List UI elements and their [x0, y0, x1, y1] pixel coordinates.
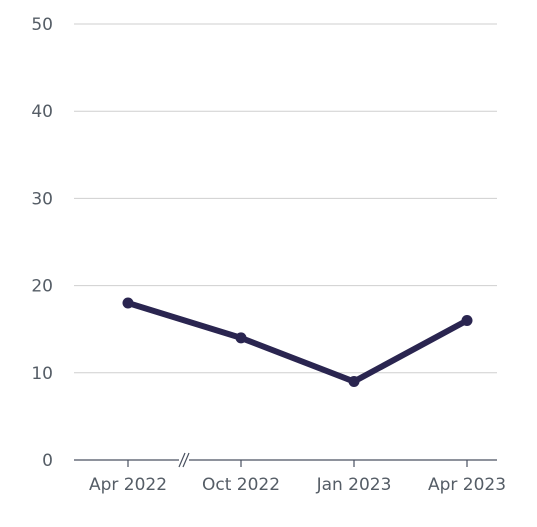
axis-break-stroke: [178, 452, 186, 468]
axis-break-stroke: [182, 452, 190, 468]
data-point: [122, 297, 134, 309]
y-axis: 0 10 20 30 40 50: [31, 15, 53, 471]
y-tick-label: 20: [31, 277, 53, 297]
y-tick-label: 50: [31, 15, 53, 35]
axis-break-gap: [179, 458, 189, 462]
x-tick-label: Jan 2023: [316, 475, 392, 495]
series-line: [125, 300, 470, 385]
x-tick-label: Apr 2023: [428, 475, 506, 495]
axis-break-marker: [178, 452, 190, 468]
y-tick-label: 30: [31, 189, 53, 209]
data-point: [235, 332, 247, 344]
series: [122, 297, 473, 388]
y-tick-label: 40: [31, 102, 53, 122]
y-tick-label: 10: [31, 364, 53, 384]
x-axis: Apr 2022 Oct 2022 Jan 2023 Apr 2023: [74, 452, 506, 495]
x-tick-label: Apr 2022: [89, 475, 167, 495]
data-point: [348, 376, 360, 388]
y-tick-label: 0: [42, 451, 53, 471]
grid: [74, 23, 497, 374]
x-tick-label: Oct 2022: [202, 475, 280, 495]
data-point: [461, 314, 473, 326]
